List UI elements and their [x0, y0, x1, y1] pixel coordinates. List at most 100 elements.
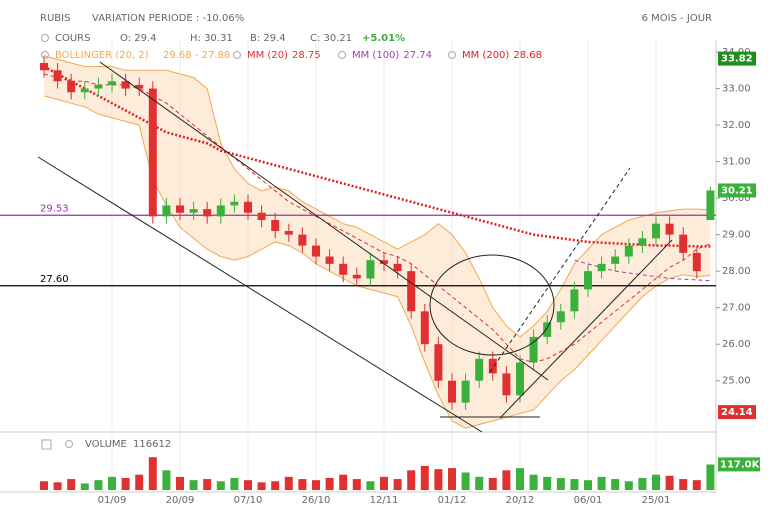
candle-body	[475, 358, 484, 381]
candle-body	[216, 205, 225, 217]
horizontal-line-label: 29.53	[40, 203, 69, 214]
legend-name: MM (100)	[352, 50, 399, 61]
volume-bar	[652, 474, 660, 490]
legend-high: H: 30.31	[190, 33, 233, 44]
legend-label: COURS	[55, 33, 90, 44]
volume-bar	[488, 477, 497, 490]
candle-body	[271, 220, 280, 231]
volume-bar	[176, 476, 184, 490]
candle-body	[67, 81, 76, 93]
candle-body	[706, 190, 715, 221]
volume-bar	[692, 480, 701, 490]
candle-body	[53, 70, 62, 82]
legend-bollinger: BOLLINGER (20, 2)	[55, 50, 149, 61]
symbol: RUBIS	[40, 13, 70, 24]
annotation-circle	[429, 254, 555, 356]
gear-icon[interactable]	[338, 51, 346, 59]
y-tick-label: 30.00	[722, 193, 751, 204]
candle-body	[325, 256, 334, 264]
x-tick-label: 20/09	[166, 495, 195, 506]
volume-bar	[53, 482, 62, 490]
volume-bar	[339, 474, 348, 490]
volume-bar	[706, 464, 715, 490]
volume-current: 116612	[133, 439, 171, 450]
volume-bar	[312, 480, 320, 490]
price-marker	[718, 183, 756, 198]
candle-body	[176, 205, 184, 213]
gear-icon[interactable]	[448, 51, 456, 59]
candle-body	[556, 311, 565, 323]
x-tick-label: 07/10	[234, 495, 263, 506]
candle-body	[597, 263, 606, 272]
trend-line	[489, 167, 631, 373]
price-marker-label: 30.21	[721, 185, 753, 196]
y-tick-label: 26.00	[722, 339, 751, 350]
volume-bar	[570, 479, 579, 490]
volume-bar	[543, 476, 552, 490]
volume-bar	[393, 479, 402, 490]
volume-bar	[352, 479, 361, 490]
y-tick-label: 31.00	[722, 157, 751, 168]
candle-body	[570, 289, 579, 312]
trend-line	[37, 156, 483, 433]
candle-body	[366, 260, 375, 279]
gear-icon[interactable]	[41, 51, 49, 59]
candle-body	[692, 252, 701, 272]
volume-bar	[624, 481, 633, 490]
gear-icon[interactable]	[41, 34, 49, 42]
close-icon[interactable]	[41, 439, 52, 450]
x-tick-label: 01/12	[438, 495, 467, 506]
candle-body	[312, 245, 320, 257]
candle-body	[665, 223, 674, 235]
volume-marker-label: 117.0K	[720, 459, 761, 470]
volume-bar	[584, 480, 592, 490]
variation: VARIATION PERIODE : -10.06%	[92, 13, 244, 24]
volume-bar	[461, 472, 470, 490]
candle-body	[135, 84, 144, 89]
y-tick-label: 28.00	[722, 266, 751, 277]
volume-bar	[244, 480, 252, 490]
y-tick-label: 27.00	[722, 303, 751, 314]
x-tick-label: 06/01	[574, 495, 603, 506]
volume-bar	[284, 476, 293, 490]
y-tick-label: 33.00	[722, 84, 751, 95]
volume-bar	[67, 479, 76, 490]
horizontal-line-label: 27.60	[40, 274, 69, 285]
volume-bar	[665, 475, 674, 490]
volume-bar	[189, 480, 198, 490]
x-tick-label: 20/12	[506, 495, 535, 506]
volume-bar	[216, 481, 225, 490]
volume-bar	[366, 481, 375, 490]
volume-bar	[611, 479, 620, 490]
volume-bar	[121, 477, 130, 490]
candle-body	[121, 81, 130, 89]
candle-body	[652, 223, 660, 239]
candle-body	[502, 373, 511, 396]
volume-bar	[475, 476, 484, 490]
price-marker	[718, 51, 756, 66]
volume-bar	[271, 481, 280, 490]
price-marker-label: 24.14	[721, 407, 753, 418]
candle-body	[461, 380, 470, 403]
candle-body	[284, 230, 293, 235]
x-tick-label: 12/11	[370, 495, 399, 506]
volume-bar	[434, 469, 443, 490]
volume-legend: VOLUME 116612	[41, 439, 171, 450]
legend-value: 27.74	[403, 50, 432, 61]
period: 6 MOIS - JOUR	[642, 13, 712, 24]
volume-marker	[718, 457, 760, 472]
candle-body	[94, 84, 103, 89]
candle-body	[488, 358, 497, 374]
volume-bar	[135, 474, 144, 490]
legend-name: MM (200)	[462, 50, 509, 61]
legend-value: 28.68	[513, 50, 542, 61]
volume-bar	[380, 476, 388, 490]
y-tick-label: 32.00	[722, 120, 751, 131]
gear-icon[interactable]	[65, 440, 73, 448]
volume-bar	[230, 477, 239, 490]
candle-body	[434, 344, 443, 381]
candle-body	[448, 380, 456, 403]
gear-icon[interactable]	[233, 51, 241, 59]
legend-name: MM (20)	[247, 50, 288, 61]
y-tick-label: 29.00	[722, 230, 751, 241]
